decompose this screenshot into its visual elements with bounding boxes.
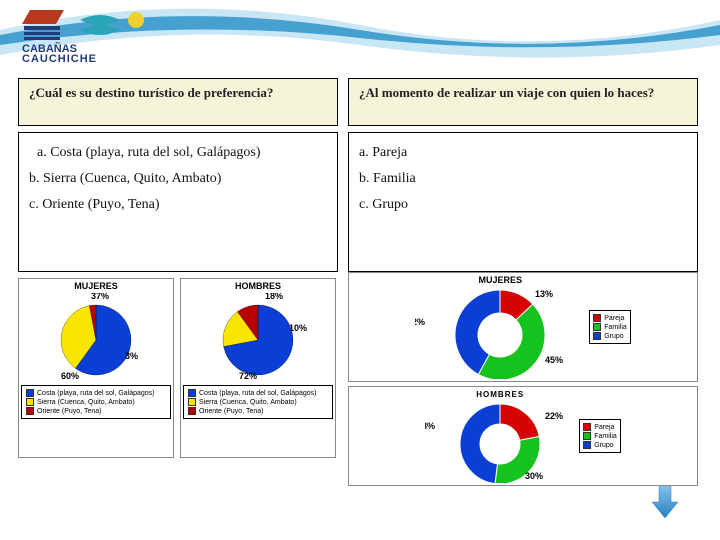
answer-b: b. Sierra (Cuenca, Quito, Ambato) [29,171,327,187]
legend: ParejaFamiliaGrupo [589,310,631,344]
chart-title: HOMBRES [235,281,281,291]
svg-text:37%: 37% [91,293,109,301]
svg-text:48%: 48% [425,421,435,431]
answer-a: a. Pareja [359,145,687,161]
svg-text:42%: 42% [415,317,425,327]
svg-text:18%: 18% [265,293,283,301]
donut-chart-icon: 22% 30% 48% [425,401,575,483]
pie-wrap: 60% 37% 3% [41,293,151,383]
donut-wrap: 13% 45% 42% [415,287,585,379]
logo-text-2: CAUCHICHE [22,53,97,64]
answers-left: a. Costa (playa, ruta del sol, Galápagos… [18,132,338,272]
chart-title: HOMBRES [476,390,524,399]
pie-chart-icon: 60% 37% 3% [41,293,151,383]
svg-text:13%: 13% [535,289,553,299]
legend: Costa (playa, ruta del sol, Galápagos)Si… [183,385,333,419]
question-right: ¿Al momento de realizar un viaje con qui… [348,78,698,126]
legend: ParejaFamiliaGrupo [579,419,621,453]
answer-c: c. Grupo [359,197,687,213]
donut-wrap: 22% 30% 48% [425,401,575,483]
answer-b: b. Familia [359,171,687,187]
chart-hombres-pie: HOMBRES 72% 18% 10% Costa (playa, ruta del… [180,278,336,458]
svg-text:60%: 60% [61,371,79,381]
logo: CABAÑAS CAUCHICHE [10,4,170,64]
svg-text:45%: 45% [545,355,563,365]
answer-c: c. Oriente (Puyo, Tena) [29,197,327,213]
svg-text:30%: 30% [525,471,543,481]
pie-wrap: 72% 18% 10% [203,293,313,383]
right-column: ¿Al momento de realizar un viaje con qui… [348,78,698,486]
down-arrow-icon [650,480,680,520]
question-left: ¿Cuál es su destino turístico de prefere… [18,78,338,126]
svg-text:22%: 22% [545,411,563,421]
main-content: ¿Cuál es su destino turístico de prefere… [18,78,702,486]
left-charts: MUJERES 60% 37% 3% Costa (playa, ruta del … [18,278,338,458]
chart-mujeres-donut: MUJERES 13% 45% 42% ParejaFamiliaGrupo [348,272,698,382]
right-charts: MUJERES 13% 45% 42% ParejaFamiliaGrupo HOM… [348,272,698,486]
answers-right: a. Pareja b. Familia c. Grupo [348,132,698,272]
pie-chart-icon: 72% 18% 10% [203,293,313,383]
left-column: ¿Cuál es su destino turístico de prefere… [18,78,338,486]
svg-text:3%: 3% [125,351,138,361]
donut-chart-icon: 13% 45% 42% [415,287,585,379]
chart-title: MUJERES [74,281,118,291]
chart-mujeres-pie: MUJERES 60% 37% 3% Costa (playa, ruta del … [18,278,174,458]
legend: Costa (playa, ruta del sol, Galápagos)Si… [21,385,171,419]
chart-title: MUJERES [478,275,522,285]
chart-hombres-donut: HOMBRES 22% 30% 48% ParejaFamiliaGrupo [348,386,698,486]
answer-a: a. Costa (playa, ruta del sol, Galápagos… [29,145,327,161]
svg-text:72%: 72% [239,371,257,381]
svg-text:10%: 10% [289,323,307,333]
